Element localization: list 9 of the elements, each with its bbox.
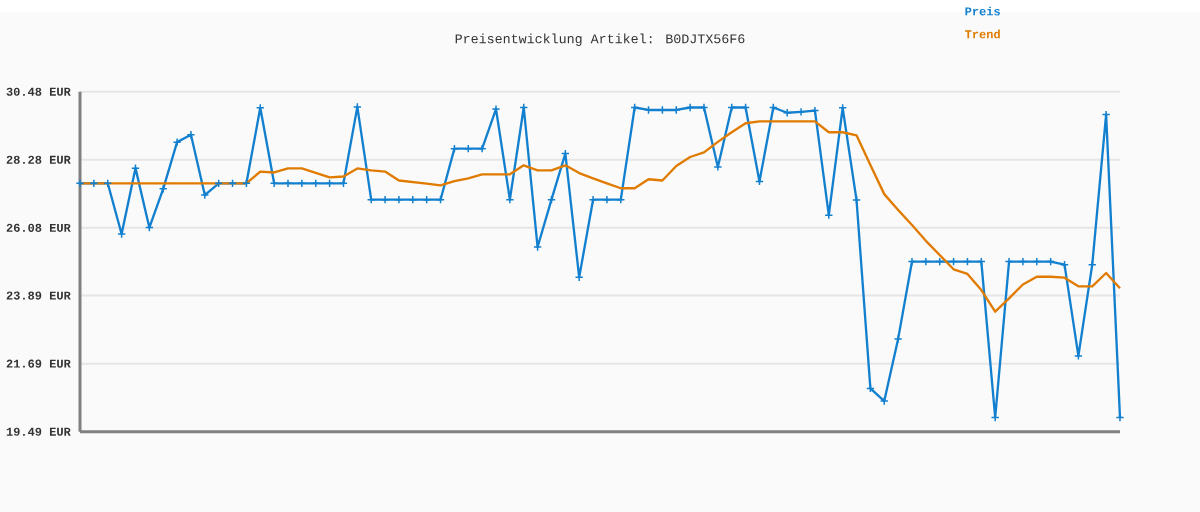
text: Trend xyxy=(965,29,1000,39)
text: Preis xyxy=(965,6,1000,16)
y-tick-label: 30.48 EUR xyxy=(6,87,71,96)
y-tick-label: 21.69 EUR xyxy=(6,359,71,368)
y-tick-label: 19.49 EUR xyxy=(6,427,71,436)
chart-title: Preisentwicklung Artikel: B0DJTX56F6 xyxy=(455,33,745,47)
y-tick-label: 23.89 EUR xyxy=(6,291,71,300)
y-tick-label: 26.08 EUR xyxy=(6,223,71,233)
y-tick-label: 28.28 EUR xyxy=(6,155,71,164)
